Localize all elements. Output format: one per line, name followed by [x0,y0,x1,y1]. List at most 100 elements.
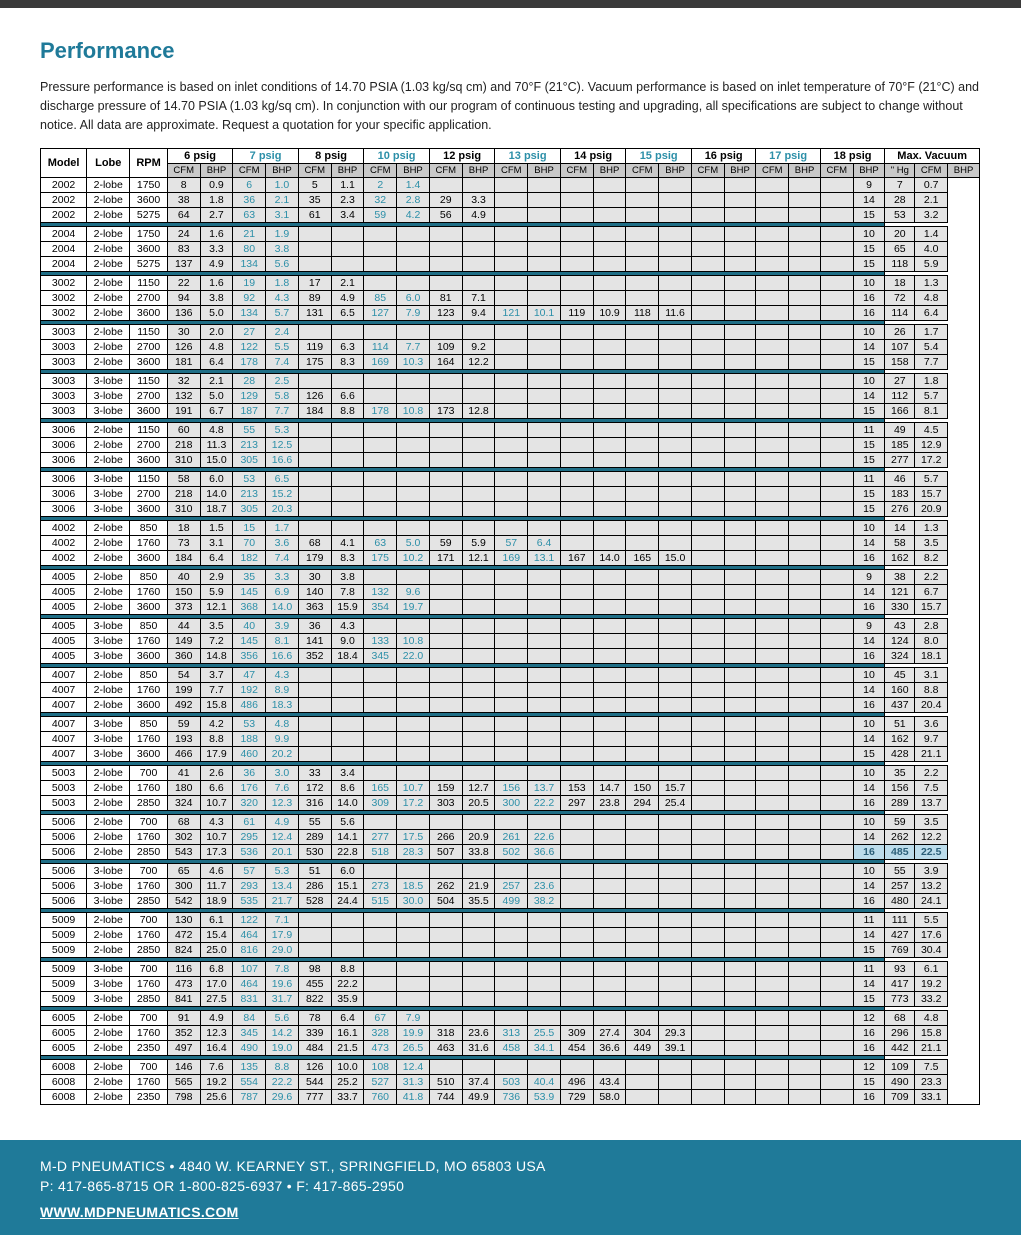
table-row: 6005 2-lobe 700 91 4.9 84 5.6 78 6.4 67 7.9 12 68 4.8 [41,1011,980,1026]
footer-address-line: M-D PNEUMATICS • 4840 W. KEARNEY ST., SP… [40,1158,981,1174]
perf-value-cell [364,453,397,468]
perf-value-cell [364,864,397,879]
perf-value-cell: 182 [233,551,266,566]
perf-value-cell [756,1075,789,1090]
footer-url-link[interactable]: WWW.MDPNEUMATICS.COM [40,1204,981,1220]
max-vacuum-bhp-cell: 15.8 [915,1026,948,1041]
max-vacuum-bhp-cell: 3.1 [915,668,948,683]
lobe-cell: 2-lobe [87,551,130,566]
perf-value-cell: 5.6 [331,815,364,830]
max-vacuum-hg-cell: 16 [853,1041,885,1056]
perf-value-cell: 6.4 [200,355,233,370]
perf-value-cell: 43.4 [593,1075,626,1090]
perf-value-cell: 192 [233,683,266,698]
table-row: 3006 3-lobe 3600 310 18.7 305 20.3 15 276 20.9 [41,502,980,517]
max-vacuum-hg-cell: 16 [853,306,885,321]
perf-value-cell: 466 [167,747,200,762]
max-vacuum-cfm-cell: 28 [885,193,915,208]
perf-value-cell: 20.9 [462,830,495,845]
perf-value-cell: 3.5 [200,619,233,634]
perf-value-cell: 22.2 [331,977,364,992]
perf-value-cell [495,257,528,272]
perf-value-cell [659,668,692,683]
perf-value-cell [756,585,789,600]
table-row: 5006 2-lobe 2850 543 17.3 536 20.1 530 22.8 518 28… [41,845,980,860]
rpm-cell: 1760 [130,536,167,551]
perf-value-cell [626,178,659,193]
table-row: 3002 2-lobe 1150 22 1.6 19 1.8 17 2.1 10 18 1.3 [41,276,980,291]
perf-value-cell: 262 [429,879,462,894]
perf-value-cell: 9.4 [462,306,495,321]
perf-value-cell [495,193,528,208]
max-vacuum-cfm-cell: 20 [885,227,915,242]
perf-value-cell [331,717,364,732]
perf-value-cell [429,227,462,242]
rpm-cell: 1760 [130,732,167,747]
max-vacuum-hg-cell: 15 [853,453,885,468]
model-cell: 5006 [41,864,87,879]
perf-value-cell [691,355,724,370]
perf-value-cell: 3.3 [200,242,233,257]
lobe-cell: 2-lobe [87,276,130,291]
perf-value-cell: 3.4 [331,766,364,781]
perf-value-cell: 184 [167,551,200,566]
perf-value-cell [724,472,756,487]
perf-value-cell [756,845,789,860]
table-row: 5009 3-lobe 1760 473 17.0 464 19.6 455 22.2 14 417… [41,977,980,992]
lobe-cell: 2-lobe [87,306,130,321]
perf-value-cell [593,178,626,193]
perf-value-cell [691,649,724,664]
table-row: 3006 2-lobe 3600 310 15.0 305 16.6 15 277 17.2 [41,453,980,468]
perf-value-cell: 530 [298,845,331,860]
perf-value-cell [495,600,528,615]
perf-value-cell [495,1011,528,1026]
perf-value-cell [528,815,561,830]
rpm-cell: 700 [130,1011,167,1026]
perf-value-cell: 12.3 [200,1026,233,1041]
perf-value-cell [397,227,430,242]
max-vacuum-cfm-cell: 93 [885,962,915,977]
rpm-cell: 1760 [130,830,167,845]
perf-value-cell: 5.3 [266,423,299,438]
model-cell: 5003 [41,796,87,811]
perf-value-cell [364,570,397,585]
model-cell: 5009 [41,943,87,958]
max-vacuum-hg-cell: 14 [853,830,885,845]
perf-value-cell: 2.1 [200,374,233,389]
perf-value-cell: 293 [233,879,266,894]
model-cell: 5009 [41,962,87,977]
max-vacuum-cfm-cell: 107 [885,340,915,355]
perf-value-cell [397,487,430,502]
perf-value-cell: 41 [167,766,200,781]
perf-value-cell: 59 [167,717,200,732]
max-vacuum-hg-cell: 10 [853,766,885,781]
perf-value-cell [397,977,430,992]
perf-value-cell: 29 [429,193,462,208]
perf-value-cell: 2.5 [266,374,299,389]
perf-value-cell: 169 [495,551,528,566]
perf-value-cell [756,551,789,566]
perf-value-cell: 289 [298,830,331,845]
perf-value-cell [756,732,789,747]
rpm-cell: 1760 [130,634,167,649]
col-header-psig-7: 7 psig [233,149,299,164]
model-cell: 6005 [41,1026,87,1041]
max-vacuum-hg-cell: 14 [853,977,885,992]
perf-value-cell [820,830,853,845]
perf-value-cell [659,962,692,977]
perf-value-cell [659,208,692,223]
perf-value-cell [397,717,430,732]
model-cell: 2004 [41,257,87,272]
perf-value-cell [495,242,528,257]
perf-value-cell [560,487,593,502]
perf-value-cell: 2.7 [200,208,233,223]
perf-value-cell [495,864,528,879]
model-cell: 5006 [41,894,87,909]
perf-value-cell: 20.2 [266,747,299,762]
perf-value-cell [789,570,821,585]
model-cell: 6008 [41,1090,87,1105]
table-row: 5009 2-lobe 1760 472 15.4 464 17.9 14 427 17.6 [41,928,980,943]
perf-value-cell: 18 [167,521,200,536]
col-header-psig-16: 16 psig [691,149,755,164]
perf-value-cell [462,668,495,683]
